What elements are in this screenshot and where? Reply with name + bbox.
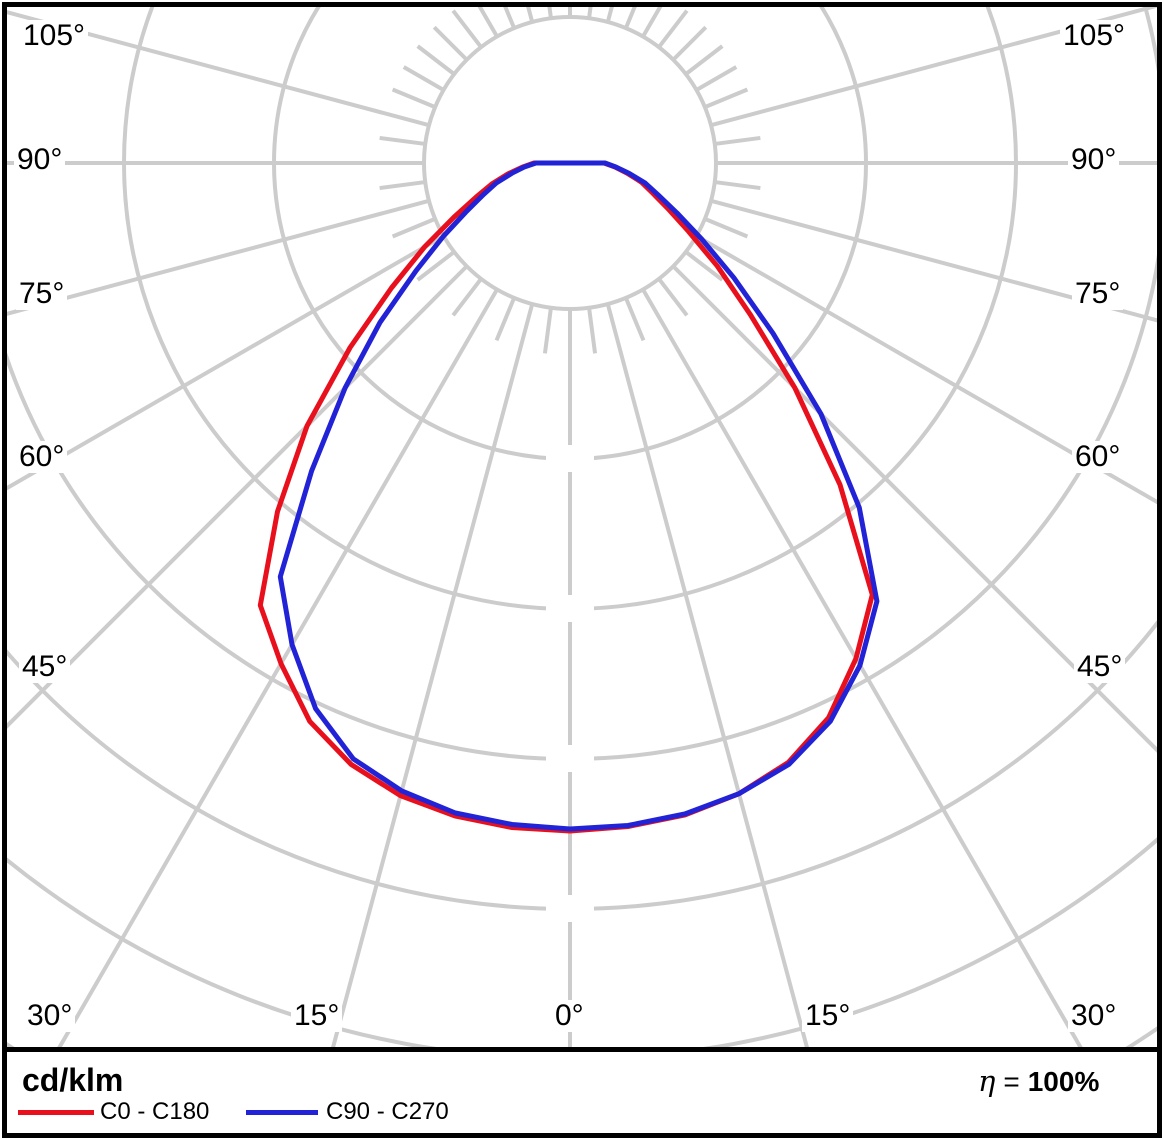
unit-label: cd/klm — [22, 1062, 124, 1098]
angle-label-left-105: 105° — [20, 20, 89, 52]
chart-legend-divider — [2, 1047, 1162, 1052]
eta-value: 100% — [1027, 1066, 1100, 1097]
eta-equals: = — [1003, 1066, 1020, 1097]
legend-swatch-c90-c270 — [246, 1110, 318, 1115]
angle-label-bottom-15-left: 15° — [291, 1000, 343, 1032]
angle-label-bottom-30-left: 30° — [24, 1000, 76, 1032]
legend-swatch-c0-c180 — [18, 1110, 94, 1115]
legend-label-c90-c270: C90 - C270 — [326, 1098, 449, 1125]
angle-label-right-75: 75° — [1072, 278, 1124, 310]
angle-label-bottom-0: 0° — [552, 1000, 587, 1032]
angle-label-bottom-15-right: 15° — [802, 1000, 854, 1032]
legend-label-c0-c180: C0 - C180 — [100, 1098, 210, 1125]
angle-label-left-60: 60° — [16, 441, 68, 473]
eta-symbol: η — [978, 1064, 996, 1098]
angle-label-right-90: 90° — [1068, 144, 1120, 176]
angle-label-left-75: 75° — [16, 278, 68, 310]
angle-label-right-105: 105° — [1060, 20, 1129, 52]
efficiency-label: η = 100% — [978, 1064, 1120, 1098]
angle-label-right-60: 60° — [1072, 441, 1124, 473]
angle-label-left-90: 90° — [14, 144, 66, 176]
angle-label-right-45: 45° — [1074, 651, 1126, 683]
angle-label-left-45: 45° — [19, 651, 71, 683]
angle-label-bottom-30-right: 30° — [1068, 1000, 1120, 1032]
